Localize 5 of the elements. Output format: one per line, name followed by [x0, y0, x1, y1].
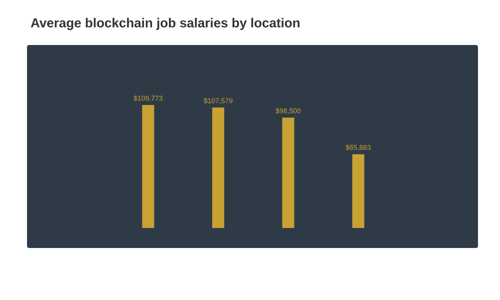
bar [282, 118, 294, 228]
bar [352, 154, 364, 228]
chart-title: Average blockchain job salaries by location [30, 18, 300, 30]
bar [212, 108, 224, 228]
bar [142, 105, 154, 228]
